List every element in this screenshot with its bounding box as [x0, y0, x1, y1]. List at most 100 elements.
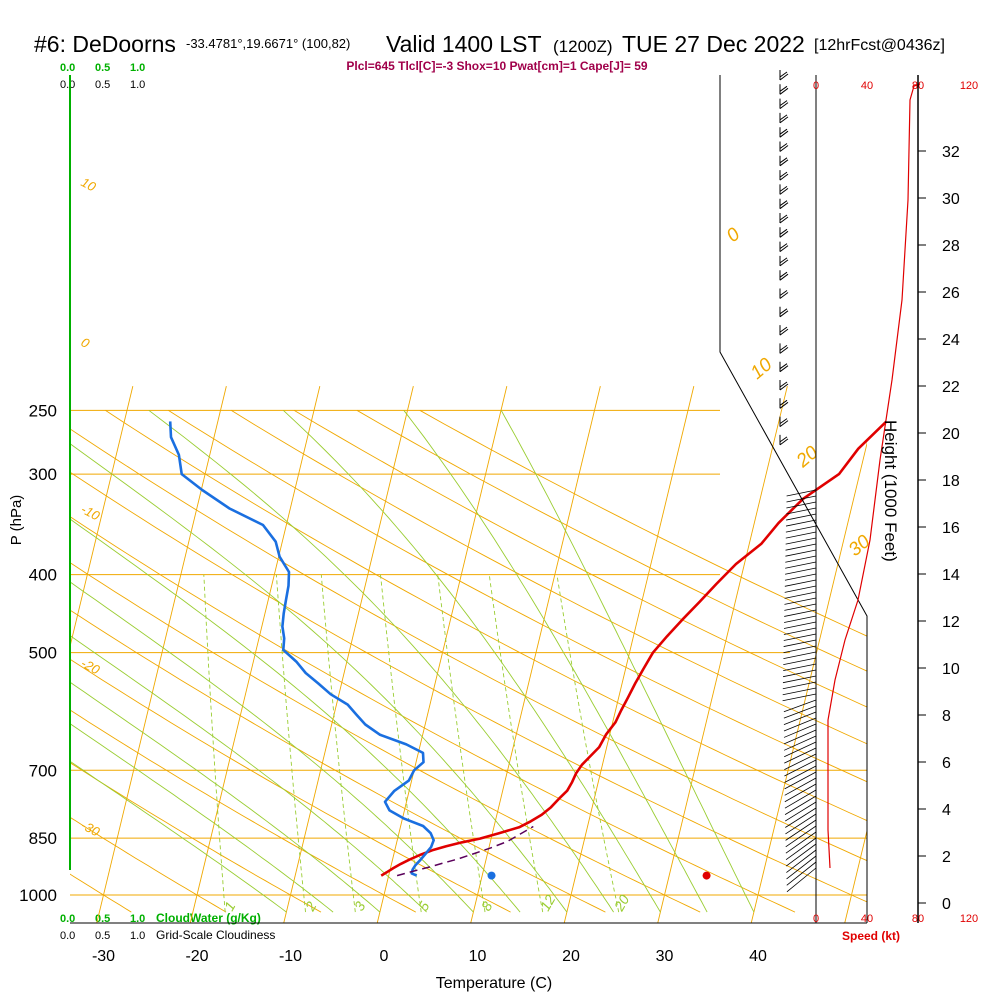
isotherm-line [657, 386, 788, 923]
wind-barb-flag [779, 399, 789, 409]
wind-barbs [779, 70, 817, 893]
dry-adiabat-line [70, 816, 227, 913]
height-tick-label: 4 [942, 802, 951, 819]
mixing-ratio-line [556, 574, 620, 913]
x-tick-label: -10 [279, 948, 302, 965]
wind-barb-flag [779, 381, 789, 391]
wind-barb [785, 543, 817, 551]
wind-barb [782, 687, 817, 696]
dry-adiabat-line [70, 428, 867, 862]
wind-barb-flag [779, 326, 789, 336]
x-tick-label: -30 [92, 948, 115, 965]
cloudwater-top-tick: 0.5 [95, 62, 110, 74]
pressure-tick-label: 250 [29, 401, 57, 420]
temperature-line [380, 420, 888, 877]
cloudiness-top-tick: 0.0 [60, 79, 75, 91]
wind-barb [783, 645, 817, 653]
wind-barb [783, 657, 817, 666]
wind-barb [783, 627, 817, 635]
wind-barb [785, 837, 817, 860]
wind-barb [783, 723, 817, 738]
wind-barb [784, 765, 817, 783]
height-tick-label: 6 [942, 755, 951, 772]
moist-adiabat-line [70, 760, 287, 913]
wind-barb [783, 651, 817, 659]
isotherm-line [563, 386, 695, 923]
mixing-ratio-label: 20 [610, 892, 632, 915]
wind-barb [783, 633, 817, 641]
dry-adiabat-line [105, 409, 867, 822]
x-tick-label: 40 [749, 948, 767, 965]
wind-barb-flag [779, 436, 789, 446]
wind-barb-flag [779, 214, 789, 224]
dry-adiabat-line [70, 658, 511, 913]
speed-bottom-tick: 40 [861, 913, 873, 925]
title-forecast: [12hrFcst@0436z] [814, 37, 945, 54]
title-date: TUE 27 Dec 2022 [622, 31, 805, 57]
wind-barb [784, 741, 817, 758]
isotherm-label: -10 [79, 501, 103, 523]
isotherm-line [844, 828, 867, 923]
speed-top-tick: 40 [861, 80, 873, 92]
wind-barb-flag [779, 228, 789, 238]
x-tick-label: 20 [562, 948, 580, 965]
wind-barb [785, 561, 817, 569]
moist-adiabat-line [282, 409, 661, 913]
parcel-line [396, 825, 534, 877]
height-tick-label: 0 [942, 896, 951, 913]
dewpoint-line [168, 421, 436, 877]
moist-adiabat-line [70, 581, 474, 913]
mixing-ratio-line [488, 574, 544, 913]
pressure-tick-label: 500 [29, 644, 57, 663]
pressure-tick-label: 1000 [19, 886, 57, 905]
wind-barb [785, 525, 817, 533]
wind-barb [785, 807, 817, 828]
wind-barb [786, 501, 817, 509]
wind-barb [783, 729, 817, 745]
cloudiness-label: Grid-Scale Cloudiness [156, 928, 275, 942]
wind-barb [784, 801, 817, 822]
profile-series [168, 420, 888, 880]
height-tick-label: 30 [942, 191, 960, 208]
mixing-ratio-label: 8 [478, 899, 496, 914]
height-tick-label: 18 [942, 473, 960, 490]
wind-barb [784, 789, 817, 809]
wind-barb [783, 699, 817, 713]
wind-barb [782, 669, 817, 678]
moist-adiabat-line [70, 723, 334, 913]
isotherm-label: 0 [723, 224, 745, 247]
dry-adiabat-line [167, 409, 867, 783]
wind-barb-flag [779, 308, 789, 318]
speed-axis-label: Speed (kt) [842, 929, 900, 943]
height-axis-label: Height (1000 Feet) [881, 420, 900, 562]
mixing-ratio-line [203, 574, 226, 913]
dry-adiabat-line [70, 709, 417, 913]
wind-barb [785, 843, 817, 867]
wind-barb [784, 759, 817, 777]
wind-barb [786, 513, 817, 521]
x-axis-ticks: -30 -20 -10 0 10 20 30 40 [92, 948, 767, 965]
wind-barb [785, 531, 817, 539]
isotherm-label: 10 [79, 174, 99, 194]
isotherm-line [189, 386, 321, 923]
moist-adiabat-line [70, 518, 521, 913]
dry-adiabat-line [356, 409, 867, 672]
wind-barb [784, 567, 817, 575]
height-tick-label: 8 [942, 708, 951, 725]
wind-barb [784, 585, 817, 593]
x-tick-label: 30 [656, 948, 674, 965]
mixing-ratio-label: 2 [301, 899, 319, 915]
wind-barb-flag [779, 344, 789, 354]
moist-adiabat-line [403, 410, 708, 913]
wind-speed-profile [827, 83, 921, 869]
dry-adiabat-line [70, 762, 322, 913]
mixing-ratio-line [275, 574, 306, 913]
pressure-axis-ticks: 250 300 400 500 700 850 1000 [19, 401, 57, 905]
wind-barb [785, 537, 817, 545]
wind-barb-flag [779, 363, 789, 373]
title-utc: (1200Z) [553, 37, 613, 56]
height-tick-label: 10 [942, 661, 960, 678]
dry-adiabat-line [70, 562, 701, 913]
x-tick-label: 10 [469, 948, 487, 965]
wind-barb-flag [779, 243, 789, 252]
